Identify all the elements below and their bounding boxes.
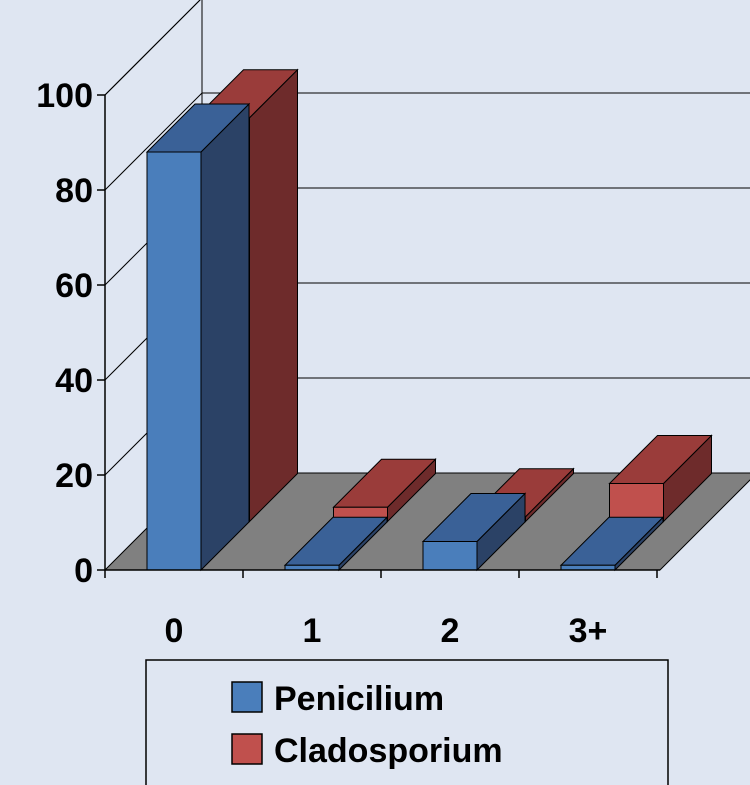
chart-bars bbox=[145, 68, 713, 572]
bar-cladosporium-3 bbox=[608, 434, 713, 523]
legend-label-0: Penicilium bbox=[274, 680, 444, 718]
legend-swatch-1 bbox=[231, 733, 263, 765]
y-tick-label: 80 bbox=[55, 172, 93, 210]
bar-penicilium-0-front bbox=[146, 151, 202, 571]
y-tick-label: 60 bbox=[55, 267, 93, 305]
gridline-side-5 bbox=[104, 0, 201, 96]
y-tick-label: 20 bbox=[55, 457, 93, 495]
legend-label-1: Cladosporium bbox=[274, 732, 503, 770]
bar-cladosporium-3-front bbox=[609, 483, 664, 522]
value-axis: 0 20 40 60 80 100 bbox=[36, 77, 106, 590]
bar-penicilium-0-side bbox=[200, 102, 250, 572]
bar-penicilium-0 bbox=[145, 102, 251, 572]
category-axis: 0 1 2 3+ bbox=[104, 569, 660, 650]
y-tick-label: 100 bbox=[36, 77, 93, 115]
bar-cladosporium-0-side bbox=[249, 68, 298, 523]
bar-penicilium-2 bbox=[421, 492, 527, 572]
x-tick-label: 3+ bbox=[569, 612, 608, 650]
y-tick-label: 0 bbox=[74, 552, 93, 590]
bar-penicilium-3 bbox=[559, 516, 665, 572]
legend: Penicilium Cladosporium bbox=[145, 659, 669, 785]
bar-penicilium-1 bbox=[283, 516, 389, 572]
x-tick-label: 2 bbox=[441, 612, 460, 650]
legend-swatch-0 bbox=[231, 681, 263, 713]
y-tick-label: 40 bbox=[55, 362, 93, 400]
gridline-side-4 bbox=[104, 92, 203, 191]
x-tick-label: 0 bbox=[165, 612, 184, 650]
x-tick-label: 1 bbox=[303, 612, 322, 650]
bar-penicilium-2-front bbox=[422, 541, 478, 571]
